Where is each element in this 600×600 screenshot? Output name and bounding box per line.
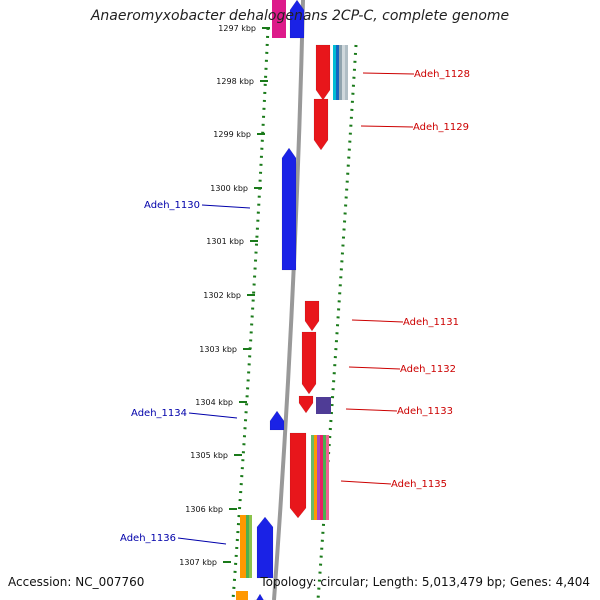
gene-adeh-1136[interactable]: [256, 516, 274, 579]
kbp-tick-label: 1298 kbp: [216, 77, 254, 86]
feature-band-1128: [333, 45, 336, 100]
kbp-tick-label: 1302 kbp: [203, 291, 241, 300]
gene-label-adeh-1134[interactable]: Adeh_1134: [131, 408, 187, 419]
gene-bottom-orange[interactable]: [236, 591, 248, 600]
label-leader-line: [351, 319, 404, 323]
kbp-tick-label: 1299 kbp: [213, 130, 251, 139]
gene-top-magenta[interactable]: [272, 0, 286, 38]
gene-adeh-1135[interactable]: [289, 432, 307, 519]
kbp-tick-label: 1303 kbp: [199, 345, 237, 354]
gene-label-adeh-1131[interactable]: Adeh_1131: [403, 317, 459, 328]
kbp-tick-track: 1297 kbp 1298 kbp 1299 kbp 1300 kbp 1301 kbp…: [179, 24, 358, 600]
gene-label-adeh-1135[interactable]: Adeh_1135: [391, 479, 447, 490]
gene-adeh-1132[interactable]: [301, 331, 317, 395]
feature-band-1128: [342, 45, 345, 100]
gene-label-adeh-1136[interactable]: Adeh_1136: [120, 533, 176, 544]
label-leader-line: [345, 408, 398, 412]
feature-band-1136: [246, 515, 249, 578]
gene-label-layer: Adeh_1128 Adeh_1129 Adeh_1130 Adeh_1131 Adeh…: [120, 69, 470, 545]
label-leader-line: [177, 537, 227, 545]
feature-band-1135: [320, 435, 323, 520]
feature-band-1136: [249, 515, 252, 578]
left-dotted-guide: [231, 27, 270, 600]
gene-label-adeh-1130[interactable]: Adeh_1130: [144, 200, 200, 211]
kbp-tick-label: 1307 kbp: [179, 558, 217, 567]
kbp-tick-label: 1306 kbp: [185, 505, 223, 514]
gene-bottom-blue[interactable]: [253, 593, 267, 600]
genome-title: Anaeromyxobacter dehalogenans 2CP-C, com…: [90, 8, 510, 24]
feature-band-1128: [336, 45, 339, 100]
label-leader-line: [360, 125, 414, 128]
gene-label-adeh-1129[interactable]: Adeh_1129: [413, 122, 469, 133]
gene-label-adeh-1132[interactable]: Adeh_1132: [400, 364, 456, 375]
label-leader-line: [348, 366, 401, 370]
kbp-tick-label: 1300 kbp: [210, 184, 248, 193]
genome-summary-text: Topology: circular; Length: 5,013,479 bp…: [260, 575, 590, 589]
label-leader-line: [340, 480, 392, 485]
kbp-tick-label: 1301 kbp: [206, 237, 244, 246]
label-leader-line: [201, 204, 251, 209]
gene-adeh-1133[interactable]: [316, 397, 331, 414]
feature-band-1136: [240, 515, 243, 578]
feature-band-1128: [345, 45, 348, 100]
kbp-tick-label: 1297 kbp: [218, 24, 256, 33]
label-leader-line: [362, 72, 415, 75]
genome-axis-line: [272, 0, 305, 600]
gene-adeh-1134[interactable]: [269, 410, 285, 431]
kbp-tick-label: 1304 kbp: [195, 398, 233, 407]
feature-band-1135: [311, 435, 314, 520]
feature-band-1135: [323, 435, 326, 520]
label-leader-line: [188, 412, 238, 419]
gene-label-adeh-1133[interactable]: Adeh_1133: [397, 406, 453, 417]
feature-band-1128: [339, 45, 342, 100]
gene-label-adeh-1128[interactable]: Adeh_1128: [414, 69, 470, 80]
gene-adeh-1129[interactable]: [313, 98, 329, 151]
feature-band-1135: [326, 435, 329, 520]
gene-adeh-1133a[interactable]: [298, 395, 314, 414]
feature-band-1135: [308, 435, 311, 520]
gene-top-blue[interactable]: [289, 0, 305, 39]
feature-band-1136: [252, 515, 255, 578]
accession-text: Accession: NC_007760: [8, 575, 145, 589]
gene-adeh-1131[interactable]: [304, 300, 320, 332]
kbp-tick-label: 1305 kbp: [190, 451, 228, 460]
feature-band-1136: [243, 515, 246, 578]
gene-adeh-1128[interactable]: [315, 44, 331, 101]
gene-adeh-1130[interactable]: [281, 147, 297, 271]
feature-band-1135: [314, 435, 317, 520]
gene-track: [236, 0, 348, 600]
feature-band-1135: [317, 435, 320, 520]
